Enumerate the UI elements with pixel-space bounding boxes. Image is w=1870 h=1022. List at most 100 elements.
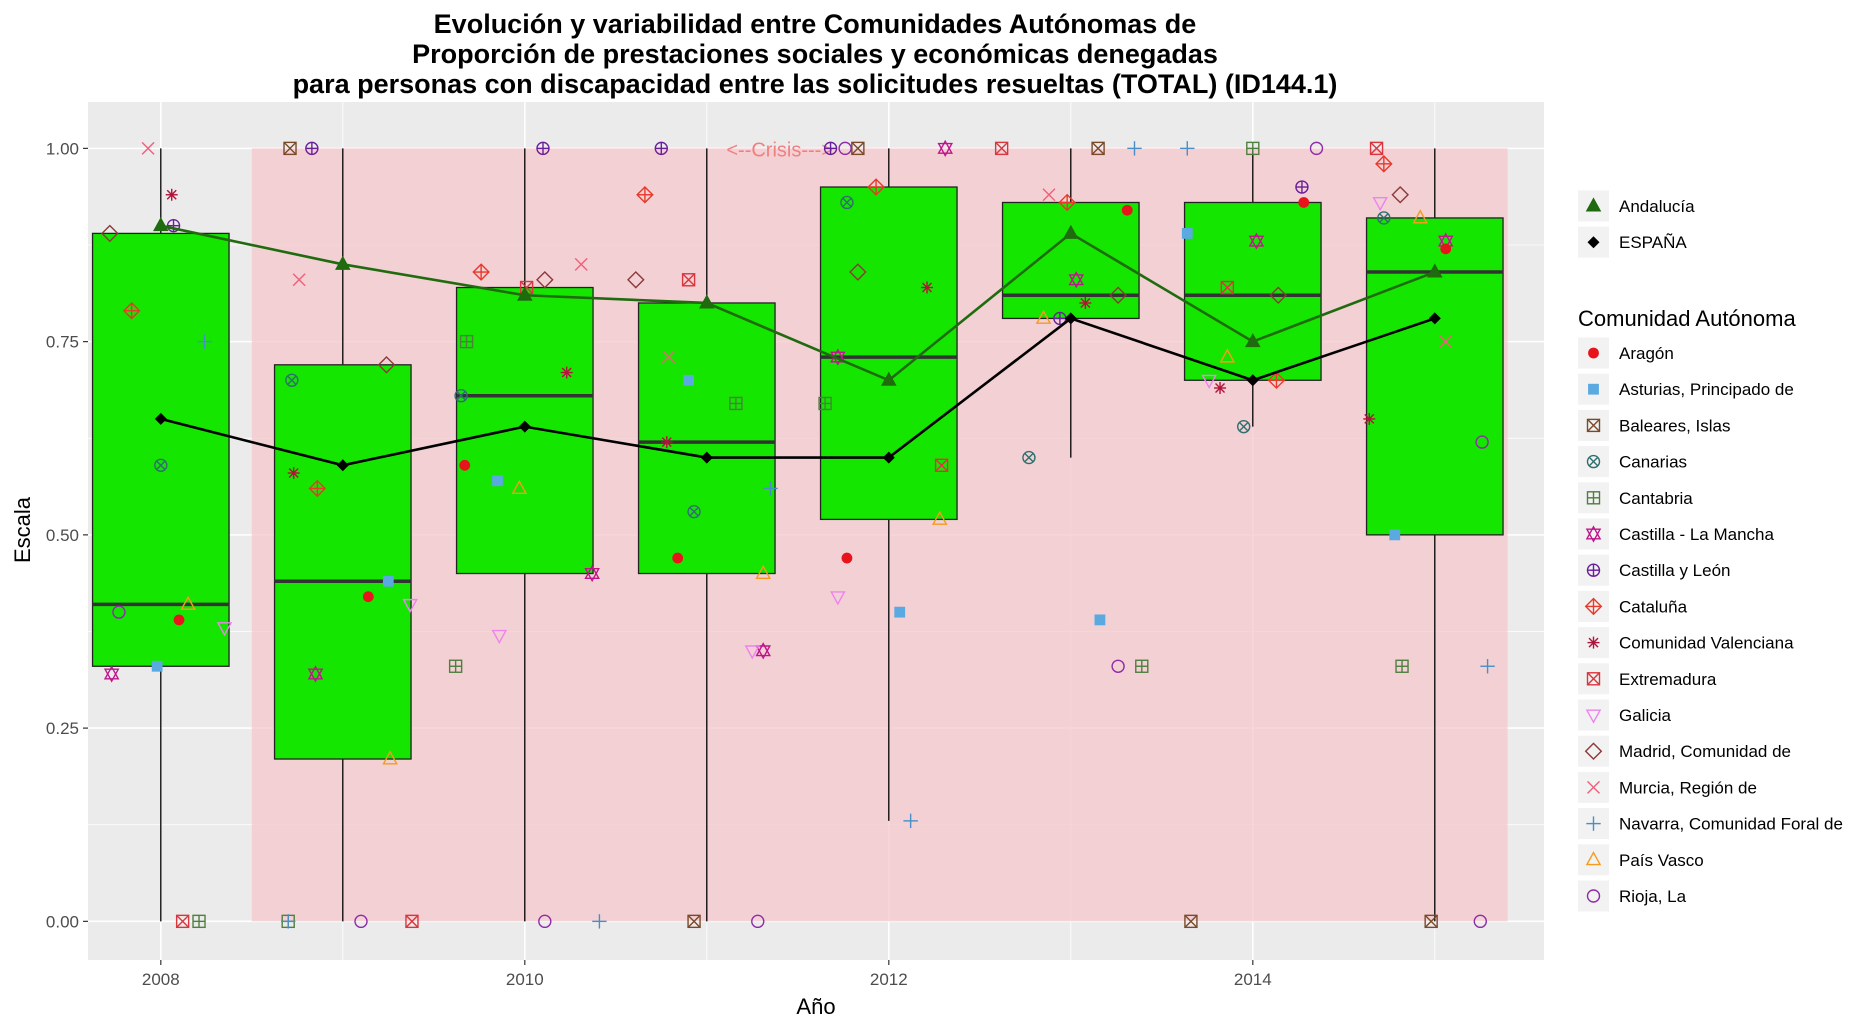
legend-marker — [1588, 347, 1599, 359]
point — [1475, 435, 1489, 449]
point — [1035, 309, 1052, 324]
point — [1022, 450, 1036, 465]
point — [292, 273, 306, 287]
point — [1111, 659, 1125, 673]
legend-label: Extremadura — [1619, 670, 1717, 689]
legend-label: Galicia — [1619, 706, 1672, 725]
point — [405, 914, 419, 929]
point — [454, 389, 468, 403]
point — [592, 914, 607, 929]
legend-marker — [1584, 597, 1603, 616]
chart-title: Evolución y variabilidad entre Comunidad… — [293, 9, 1338, 99]
point — [141, 141, 155, 155]
point — [1269, 286, 1288, 305]
point — [755, 642, 772, 660]
point — [867, 178, 885, 196]
series-point — [882, 451, 895, 464]
point — [1094, 614, 1106, 626]
point — [377, 356, 396, 374]
legend-label: Madrid, Comunidad de — [1619, 742, 1791, 761]
series-point — [517, 286, 533, 301]
y-tick-label: 1.00 — [46, 139, 79, 158]
point — [560, 366, 573, 379]
legend-key — [1578, 518, 1609, 550]
legend-item: Murcia, Región de — [1578, 771, 1757, 803]
legend-item: Madrid, Comunidad de — [1578, 735, 1791, 767]
point — [354, 914, 368, 929]
point — [1127, 141, 1142, 156]
point — [903, 813, 918, 829]
series-point — [699, 294, 715, 309]
legend-key — [1578, 880, 1609, 912]
point — [1412, 209, 1429, 224]
point — [1068, 271, 1085, 289]
point — [192, 914, 206, 929]
legend-marker — [1586, 889, 1601, 903]
legend-item-ESPAÑA: ESPAÑA — [1578, 226, 1687, 258]
point — [103, 665, 120, 683]
legend: Andalucía ESPAÑA Comunidad Autónoma Aragón A… — [1578, 190, 1843, 912]
point — [281, 914, 296, 929]
point — [894, 606, 906, 618]
legend-item: Comunidad Valenciana — [1578, 627, 1794, 659]
legend-label: Aragón — [1619, 344, 1674, 363]
title-line-2: Proporción de prestaciones sociales y ec… — [412, 39, 1218, 69]
y-axis-title: Escala — [10, 496, 35, 563]
point — [112, 605, 126, 619]
series-point — [154, 412, 167, 425]
legend-item: Rioja, La — [1578, 880, 1687, 912]
title-line-3: para personas con discapacidad entre las… — [293, 69, 1338, 99]
point — [1181, 228, 1193, 239]
point — [1246, 141, 1260, 156]
series-point — [336, 459, 349, 472]
point — [305, 141, 319, 156]
legend-label: ESPAÑA — [1619, 233, 1687, 252]
boxplot-2009 — [273, 148, 412, 922]
legend-marker — [1586, 418, 1601, 433]
point — [1369, 141, 1384, 156]
legend-label: Murcia, Región de — [1619, 778, 1757, 797]
legend-item: Canarias — [1578, 446, 1687, 478]
legend-label: Andalucía — [1619, 197, 1695, 216]
point — [1220, 280, 1235, 295]
axis-ticks: 0.00 0.25 0.50 0.75 1.00 2008 2010 2012 2014 — [46, 139, 1272, 989]
x-axis-title: Año — [796, 994, 835, 1019]
point — [1298, 197, 1310, 208]
point — [175, 914, 190, 929]
point — [1042, 188, 1056, 202]
point — [840, 195, 854, 210]
legend-marker — [1585, 525, 1602, 543]
legend-marker — [1586, 672, 1601, 686]
legend-item: Cataluña — [1578, 590, 1688, 622]
point — [538, 914, 552, 929]
legend-label: Castilla - La Mancha — [1619, 525, 1775, 544]
point — [1201, 374, 1217, 389]
summary-lines — [153, 217, 1443, 472]
point — [687, 914, 701, 929]
legend-item: Castilla - La Mancha — [1578, 518, 1775, 550]
point — [818, 396, 832, 411]
point — [1480, 659, 1495, 674]
legend-label: Cantabria — [1619, 489, 1693, 508]
series-Andalucía — [153, 217, 1443, 386]
legend-label: Cataluña — [1619, 597, 1688, 616]
legend-item: Asturias, Principado de — [1578, 373, 1794, 405]
point — [660, 436, 673, 449]
point — [763, 481, 778, 496]
legend-title: Comunidad Autónoma — [1578, 306, 1796, 331]
point — [662, 350, 676, 364]
community-points — [101, 139, 1495, 929]
point — [627, 270, 645, 289]
series-point — [1063, 224, 1079, 239]
point — [830, 591, 846, 606]
point — [755, 564, 772, 580]
series-point — [153, 217, 169, 232]
point — [459, 459, 471, 471]
point — [1440, 243, 1452, 255]
legend-label: Comunidad Valenciana — [1619, 634, 1794, 653]
point — [101, 224, 119, 243]
box — [637, 302, 776, 575]
x-tick-label: 2012 — [870, 970, 908, 989]
point — [687, 504, 701, 519]
